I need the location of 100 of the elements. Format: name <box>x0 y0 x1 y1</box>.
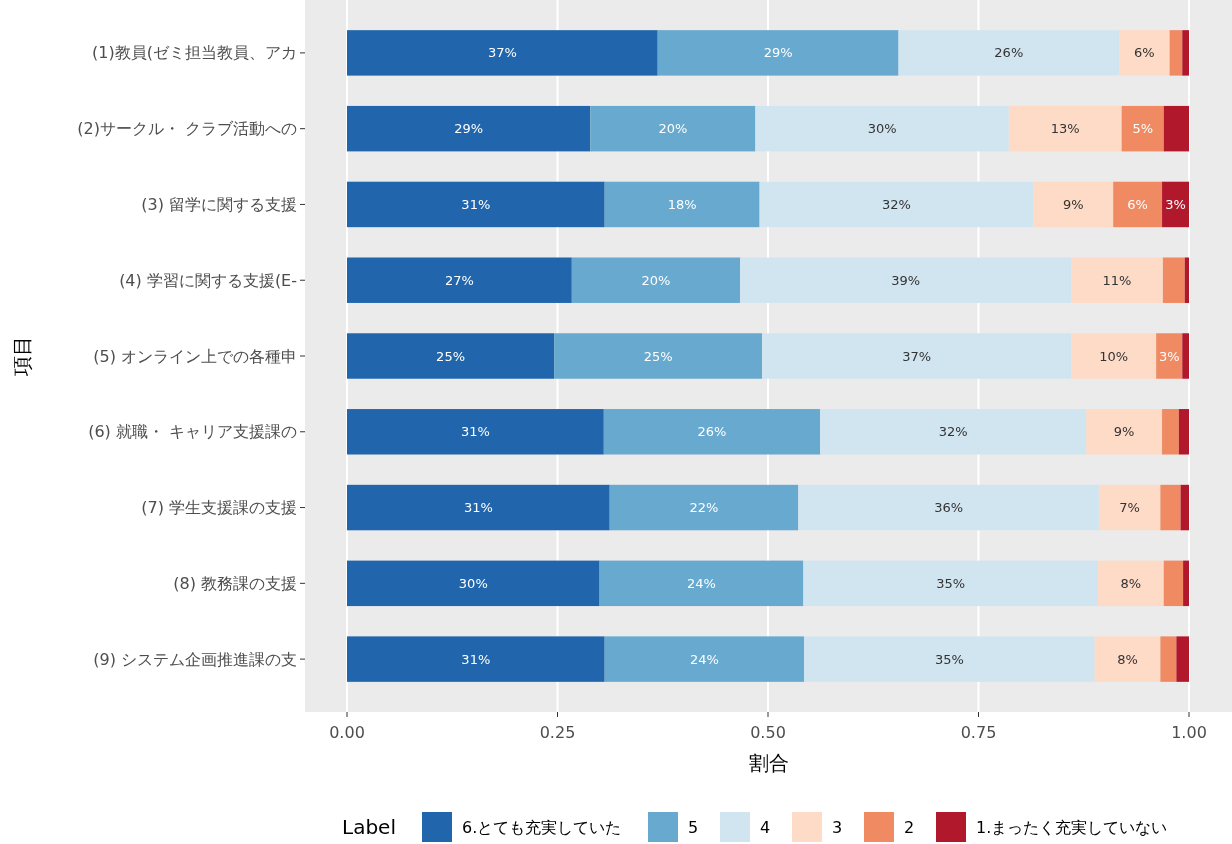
bar <box>1160 484 1181 531</box>
data-label: 31% <box>461 196 491 212</box>
data-label: 32% <box>938 424 968 440</box>
data-label: 10% <box>1099 348 1129 364</box>
y-tick-label: (6) 就職・ キャリア支援課の <box>88 422 297 442</box>
bar <box>554 333 763 379</box>
bar <box>347 333 555 379</box>
x-tick-label: 0.25 <box>539 722 576 742</box>
legend-label: 4 <box>760 817 771 837</box>
data-label: 30% <box>458 575 488 591</box>
bar <box>347 105 591 152</box>
data-label: 37% <box>902 348 932 364</box>
bar <box>755 105 1009 152</box>
bar <box>609 484 799 531</box>
data-label: 20% <box>641 272 671 288</box>
bar <box>759 181 1034 228</box>
bar <box>1163 105 1189 152</box>
bar <box>347 30 658 76</box>
data-label: 29% <box>454 121 484 137</box>
data-label: 5% <box>1132 121 1153 137</box>
bar <box>1071 333 1157 379</box>
bar <box>798 484 1099 531</box>
data-label: 9% <box>1113 424 1135 440</box>
data-label: 35% <box>936 575 966 591</box>
y-tick-label: (5) オンライン上での各種申 <box>93 346 297 366</box>
bar <box>1176 636 1189 682</box>
bar <box>1156 333 1183 379</box>
bar <box>604 636 805 682</box>
data-label: 6% <box>1134 45 1155 61</box>
bar <box>1169 30 1183 76</box>
bar <box>1180 484 1189 531</box>
data-label: 35% <box>935 651 964 667</box>
bar <box>1121 105 1164 152</box>
y-tick-label: (1)教員(ゼミ担当教員、アカ <box>92 43 297 63</box>
x-axis-title: 割合 <box>748 751 789 775</box>
y-tick-label: (2)サークル・ クラブ活動への <box>77 119 297 139</box>
bar <box>347 181 605 228</box>
y-tick-label: (9) システム企画推進課の支 <box>93 649 297 669</box>
data-label: 24% <box>689 651 719 667</box>
data-label: 39% <box>891 272 921 288</box>
bar <box>1162 181 1189 228</box>
bar <box>740 257 1072 303</box>
x-tick-label: 0.00 <box>329 722 365 742</box>
bar <box>1182 333 1189 379</box>
bar <box>1033 181 1114 228</box>
bar <box>1094 636 1161 682</box>
legend-label: 2 <box>904 817 915 837</box>
data-label: 9% <box>1062 196 1084 212</box>
bar <box>571 257 741 303</box>
data-label: 32% <box>881 196 911 212</box>
bar <box>1119 30 1170 76</box>
y-axis-title: 項目 <box>10 336 34 377</box>
bar <box>1160 636 1177 682</box>
data-label: 24% <box>687 575 716 591</box>
bar <box>803 560 1099 607</box>
data-label: 37% <box>487 45 517 61</box>
data-label: 8% <box>1117 651 1138 667</box>
legend-label: 1.まったく充実していない <box>976 817 1168 837</box>
bar <box>1098 560 1164 607</box>
y-tick-label: (3) 留学に関する支援 <box>141 195 297 215</box>
bar <box>1008 105 1122 152</box>
bar <box>347 409 604 455</box>
data-label: 7% <box>1119 500 1140 516</box>
bar <box>347 636 605 682</box>
data-label: 22% <box>689 500 719 516</box>
data-label: 26% <box>994 45 1024 61</box>
bar <box>590 105 756 152</box>
data-label: 31% <box>463 500 493 516</box>
legend-label: 5 <box>688 817 699 837</box>
x-tick-label: 1.00 <box>1171 722 1207 742</box>
bar <box>1071 257 1163 303</box>
data-label: 29% <box>763 45 793 61</box>
data-label: 3% <box>1165 196 1186 212</box>
data-label: 31% <box>461 651 491 667</box>
x-tick-label: 0.75 <box>960 722 997 742</box>
bar <box>1183 560 1189 607</box>
bar <box>1086 409 1163 455</box>
data-label: 36% <box>934 500 964 516</box>
data-label: 27% <box>444 272 474 288</box>
bar <box>1098 484 1161 531</box>
x-tick-label: 0.50 <box>750 722 786 742</box>
data-label: 26% <box>697 424 727 440</box>
data-label: 25% <box>643 348 673 364</box>
y-tick-label: (7) 学生支援課の支援 <box>141 498 297 518</box>
bar <box>347 257 572 303</box>
bar <box>1182 30 1189 76</box>
bar <box>657 30 899 76</box>
bar <box>604 181 760 228</box>
bar <box>599 560 804 607</box>
bar <box>1162 409 1179 455</box>
bar <box>820 409 1087 455</box>
bar <box>1113 181 1163 228</box>
bar <box>347 484 610 531</box>
data-label: 18% <box>667 196 697 212</box>
bar <box>1178 409 1189 455</box>
data-label: 11% <box>1102 272 1132 288</box>
data-label: 31% <box>460 424 490 440</box>
data-label: 3% <box>1158 348 1180 364</box>
bar <box>898 30 1120 76</box>
bar <box>804 636 1095 682</box>
